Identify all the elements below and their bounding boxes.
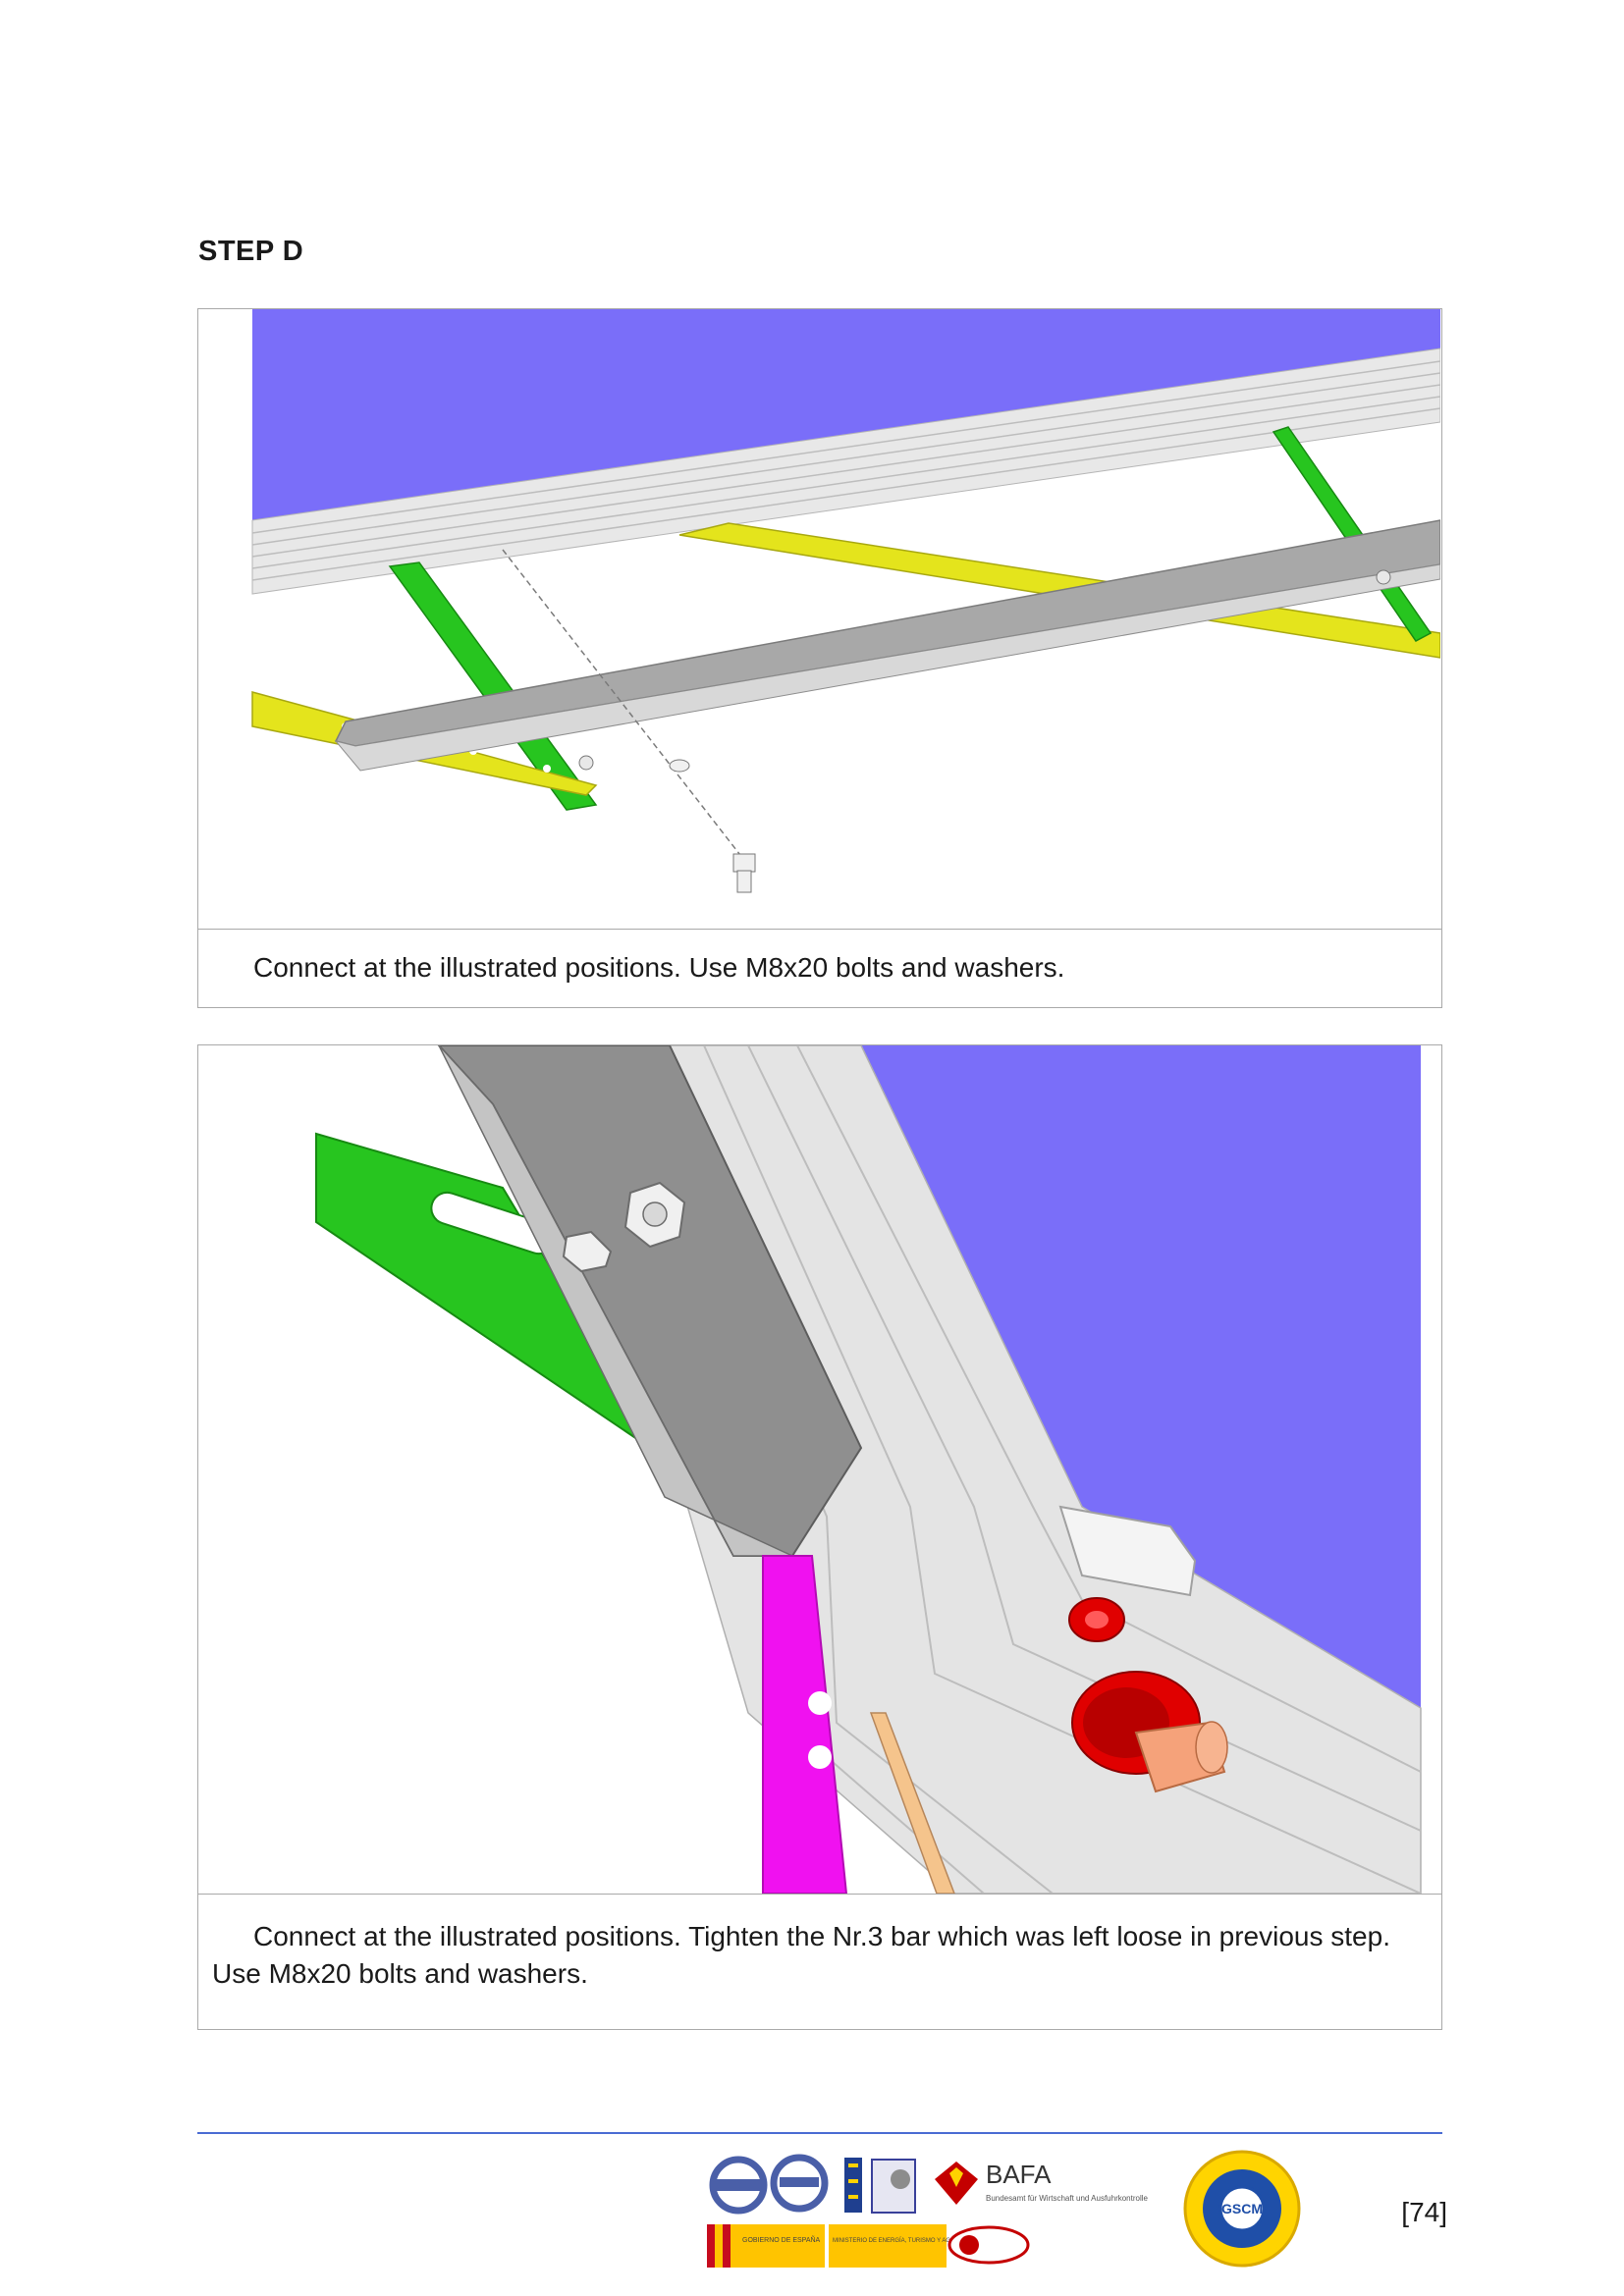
magenta-bar	[762, 1555, 848, 1894]
bafa-subtitle: Bundesamt für Wirtschaft und Ausfuhrkont…	[986, 2194, 1149, 2203]
page-number: [74]	[1401, 2197, 1447, 2227]
gscm-label: GSCM	[1221, 2201, 1263, 2216]
figure-1-caption: Connect at the illustrated positions. Us…	[198, 929, 1441, 1007]
figure-2-caption: Connect at the illustrated positions. Ti…	[198, 1894, 1441, 2029]
figure-1-caption-text: Connect at the illustrated positions. Us…	[253, 952, 1065, 983]
logo-blue-ring-1	[709, 2156, 768, 2215]
gobierno-label: GOBIERNO DE ESPAÑA	[742, 2235, 821, 2244]
collector-panel-close	[861, 1045, 1421, 1708]
bafa-wordmark: BAFA	[986, 2160, 1052, 2189]
wood-bar	[869, 1712, 955, 1894]
logo-gscm-seal: GSCM	[1183, 2150, 1301, 2268]
logo-figure	[844, 2158, 862, 2213]
logo-portrait	[871, 2159, 916, 2214]
figure-1: Connect at the illustrated positions. Us…	[197, 308, 1442, 1008]
corner-clip	[1058, 1505, 1197, 1597]
step-heading: STEP D	[198, 236, 304, 267]
figure-2-illustration	[198, 1045, 1441, 1894]
ministerio-label: MINISTERIO DE ENERGÍA, TURISMO Y AGENDA …	[833, 2237, 992, 2244]
logo-red-seal	[947, 2225, 1030, 2265]
footer-logos: BAFA Bundesamt für Wirtschaft und Ausfuh…	[699, 2144, 1308, 2271]
logo-blue-ring-2	[770, 2154, 829, 2213]
logo-gobierno-espana: GOBIERNO DE ESPAÑA MINISTERIO DE ENERGÍA…	[707, 2224, 992, 2268]
footer-rule	[197, 2132, 1442, 2134]
figure-2-caption-text: Connect at the illustrated positions. Ti…	[212, 1921, 1390, 1989]
figure-2: Connect at the illustrated positions. Ti…	[197, 1044, 1442, 2030]
collector-panel	[252, 309, 1440, 520]
figure-1-illustration	[198, 309, 1441, 929]
logo-bafa: BAFA Bundesamt für Wirtschaft und Ausfuh…	[935, 2160, 1149, 2205]
